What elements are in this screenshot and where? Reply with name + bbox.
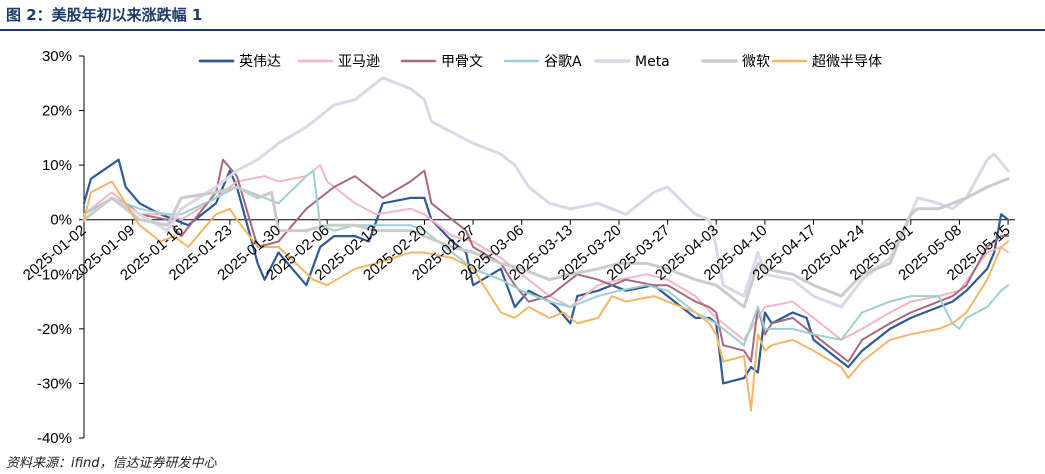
legend-label-3: 甲骨文 <box>441 54 483 70</box>
y-tick-label: 0% <box>50 212 72 229</box>
title-divider <box>0 29 1045 31</box>
legend-label-6: 微软 <box>742 54 770 70</box>
legend-label-4: 谷歌A <box>544 54 582 70</box>
series-line-5 <box>82 76 1010 309</box>
legend-label-5: Meta <box>635 54 670 70</box>
axes: -40% -30% -20% -10% 0% 10% 20% 30% <box>37 48 1015 447</box>
y-tick-label: -20% <box>37 321 72 338</box>
y-tick-label: 10% <box>42 157 72 174</box>
chart-title: 图 2：美股年初以来涨跌幅 1 <box>6 6 203 24</box>
y-tick-label: 20% <box>42 103 72 120</box>
y-tick-label: -10% <box>37 266 72 283</box>
y-tick-label: 30% <box>42 48 72 65</box>
series-line-4 <box>83 169 1010 347</box>
x-tick-labels: 2025-01-022025-01-092025-01-162025-01-23… <box>20 222 1014 284</box>
series-line-7 <box>83 180 1010 412</box>
legend-label-7: 超微半导体 <box>812 54 882 70</box>
legend-label-1: 英伟达 <box>239 53 281 70</box>
y-tick-label: -30% <box>37 375 72 392</box>
legend: 英伟达 亚马逊 甲骨文 谷歌A Meta 微软 超微半导体 <box>198 53 882 70</box>
series-line-1 <box>82 158 1010 385</box>
y-tick-label: -40% <box>37 430 72 447</box>
series-layer <box>82 76 1010 412</box>
legend-label-2: 亚马逊 <box>338 54 380 70</box>
source-note: 资料来源：ifind，信达证券研发中心 <box>6 456 217 471</box>
series-line-6 <box>82 177 1010 309</box>
